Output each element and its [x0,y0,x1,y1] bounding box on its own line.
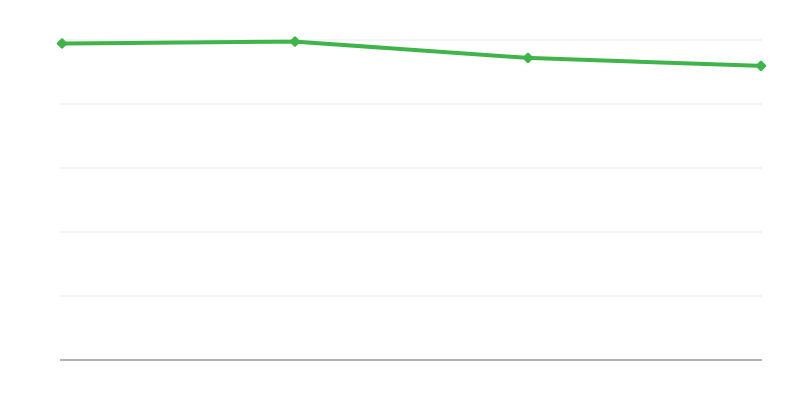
series-line [60,39,763,68]
data-point-marker[interactable] [289,36,301,48]
data-point-marker[interactable] [522,52,534,64]
data-point-marker[interactable] [56,38,68,50]
data-point-marker[interactable] [755,60,767,72]
